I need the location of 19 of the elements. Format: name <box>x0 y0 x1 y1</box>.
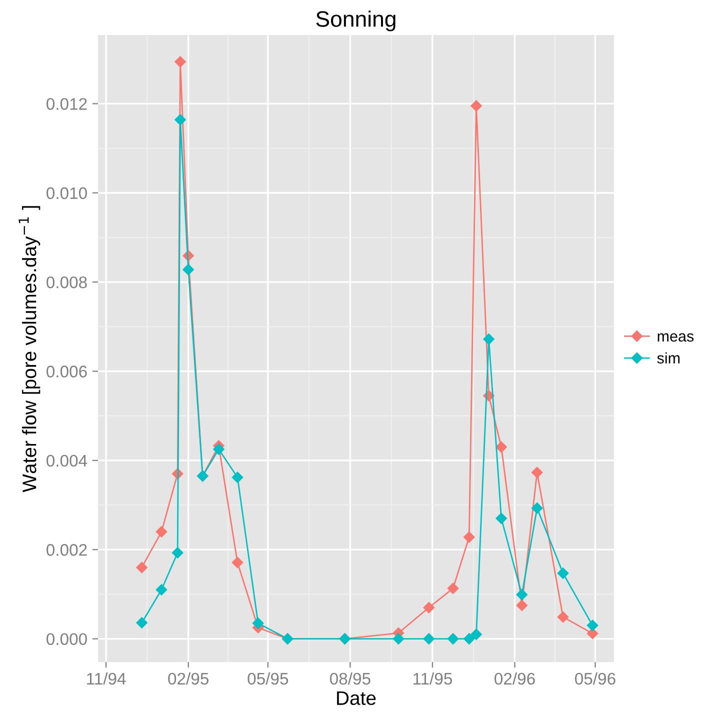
y-tick-label: 0.000 <box>46 633 87 646</box>
x-tick-label: 11/95 <box>413 672 452 685</box>
y-tick-label: 0.006 <box>46 366 87 378</box>
x-tick-label: 05/96 <box>575 672 616 685</box>
y-tick-label: 0.008 <box>46 276 87 288</box>
x-axis-title: Date <box>337 691 376 706</box>
x-tick-label: 05/95 <box>248 672 288 685</box>
legend-label: meas <box>658 333 694 342</box>
y-axis-title: Water flow [pore volumes.day$^{−1}$ ] <box>18 206 40 492</box>
legend-label: sim <box>657 352 680 364</box>
x-tick-label: 02/95 <box>168 672 208 685</box>
y-tick-label: 0.010 <box>46 187 87 200</box>
y-tick-label: 0.012 <box>46 98 87 110</box>
chart-title: Sonning <box>316 10 396 32</box>
x-tick-label: 11/94 <box>87 672 126 685</box>
x-tick-label: 08/95 <box>330 672 370 685</box>
y-tick-label: 0.004 <box>46 454 88 467</box>
x-tick-label: 02/96 <box>494 672 535 685</box>
y-tick-label: 0.002 <box>46 544 87 556</box>
